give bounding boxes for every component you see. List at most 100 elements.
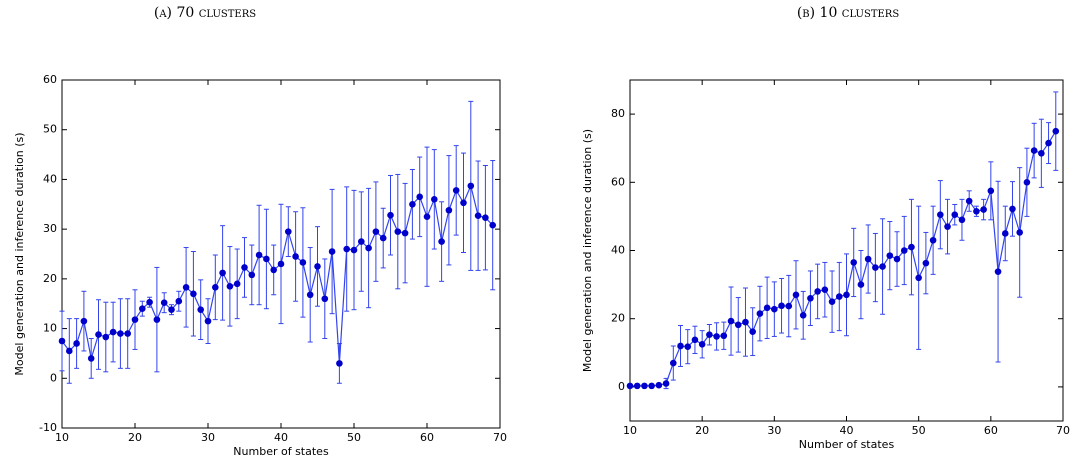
data-point	[929, 236, 937, 244]
data-point	[1038, 150, 1045, 157]
y-tick-label: 0	[50, 371, 57, 384]
data-point	[1030, 147, 1038, 154]
data-point	[1023, 179, 1031, 186]
data-point	[277, 260, 285, 268]
data-point	[994, 268, 1002, 275]
data-point	[771, 305, 778, 313]
data-point	[314, 263, 321, 270]
data-point	[828, 298, 836, 305]
data-point	[1001, 230, 1009, 237]
data-point	[756, 310, 764, 317]
data-point	[153, 316, 161, 323]
data-point	[662, 380, 670, 387]
data-point	[226, 283, 234, 290]
data-point	[698, 340, 706, 348]
data-point	[900, 247, 908, 254]
data-point	[807, 294, 814, 302]
data-line	[630, 130, 1057, 387]
data-point	[219, 269, 226, 277]
data-point	[937, 211, 944, 218]
x-tick-label: 70	[1056, 424, 1070, 437]
y-tick-label: 40	[43, 172, 57, 185]
data-point	[864, 255, 872, 263]
data-point	[197, 306, 204, 313]
data-point	[467, 182, 475, 190]
data-point	[835, 293, 843, 300]
data-point	[872, 264, 879, 271]
data-point	[358, 238, 365, 245]
data-point	[182, 284, 190, 291]
data-point	[350, 246, 358, 254]
data-point	[248, 271, 256, 279]
y-tick-label: 20	[43, 272, 57, 285]
x-tick-label: 70	[493, 431, 507, 444]
data-point	[285, 228, 292, 235]
data-point	[908, 243, 915, 251]
subplot-title: (a) 70 clusters	[154, 5, 256, 21]
data-point	[263, 255, 270, 263]
data-point	[893, 255, 901, 263]
data-point	[951, 211, 959, 218]
x-tick-label: 30	[767, 424, 781, 437]
data-point	[66, 347, 73, 355]
data-point	[720, 332, 728, 340]
x-tick-label: 40	[274, 431, 288, 444]
data-point	[255, 251, 263, 259]
data-point	[117, 330, 124, 337]
y-axis-label: Model generation and inference duration …	[581, 129, 594, 372]
x-axis-label: Number of states	[799, 438, 895, 451]
data-point	[445, 206, 453, 214]
data-point	[821, 286, 829, 294]
x-tick-label: 60	[984, 424, 998, 437]
data-point	[80, 317, 88, 325]
data-point	[1045, 139, 1052, 147]
data-point	[212, 284, 219, 291]
data-point	[160, 299, 168, 307]
data-point	[365, 244, 372, 252]
data-point	[321, 295, 329, 303]
data-point	[387, 211, 394, 219]
x-tick-label: 20	[695, 424, 709, 437]
data-point	[168, 306, 175, 313]
data-point	[742, 318, 749, 326]
y-tick-label: 10	[43, 322, 57, 335]
data-point	[146, 298, 153, 306]
data-point	[204, 317, 212, 325]
data-point	[1016, 229, 1023, 236]
data-point	[73, 340, 80, 347]
data-point	[474, 212, 482, 220]
data-point	[394, 228, 402, 235]
data-point	[241, 264, 248, 271]
data-point	[792, 291, 800, 299]
data-point	[58, 337, 66, 345]
data-point	[292, 253, 299, 260]
data-point	[648, 382, 655, 390]
y-tick-label: 40	[611, 244, 625, 257]
data-point	[131, 316, 139, 323]
data-point	[763, 304, 771, 312]
data-point	[1009, 205, 1016, 213]
y-tick-label: 60	[611, 175, 625, 188]
data-point	[482, 214, 489, 222]
data-point	[190, 290, 197, 298]
x-tick-label: 10	[623, 424, 637, 437]
x-tick-label: 40	[840, 424, 854, 437]
data-point	[87, 355, 95, 362]
data-point	[785, 302, 793, 310]
x-tick-label: 20	[128, 431, 142, 444]
data-point	[299, 259, 307, 266]
x-tick-label: 10	[55, 431, 69, 444]
data-point	[980, 206, 987, 213]
data-point	[489, 221, 497, 229]
data-point	[270, 266, 278, 274]
data-point	[175, 297, 183, 305]
data-point	[95, 331, 102, 338]
data-point	[799, 311, 807, 319]
data-line	[61, 184, 494, 364]
data-point	[431, 196, 438, 203]
data-point	[438, 238, 445, 245]
x-axis-label: Number of states	[233, 445, 329, 458]
data-point	[460, 199, 467, 207]
data-point	[109, 328, 117, 336]
